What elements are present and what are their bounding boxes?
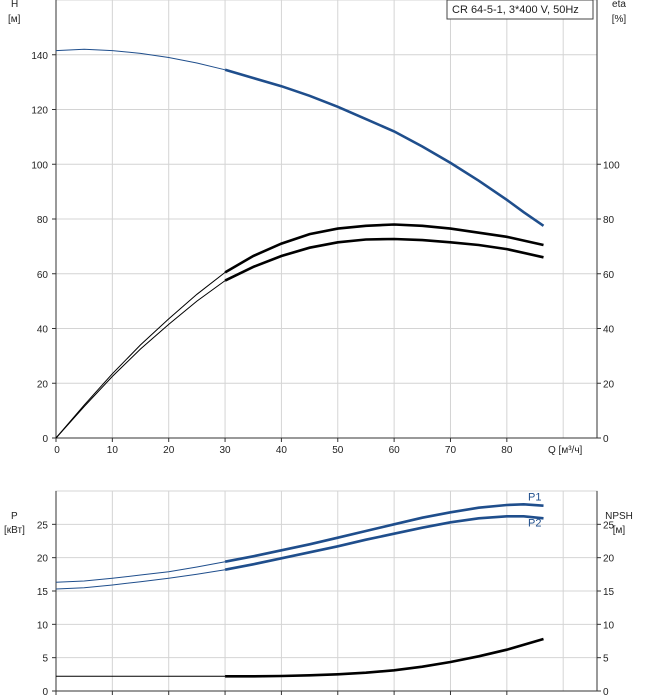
- top-right-axis-title: eta: [612, 0, 626, 10]
- bottom-right-axis-unit: [м]: [613, 525, 626, 536]
- top-left-tick-label: 20: [37, 379, 49, 390]
- top-eta-curve-bold: [224, 237, 544, 282]
- top-head-curve-bold: [224, 68, 545, 227]
- bottom-right-tick-label: 25: [603, 520, 615, 531]
- top-right-tick-label: 0: [603, 434, 609, 445]
- top-right-tick-label: 20: [603, 379, 615, 390]
- top-left-tick-label: 0: [42, 434, 48, 445]
- bottom-left-axis-title: P: [11, 511, 18, 522]
- top-head-curve-thin: [55, 48, 226, 71]
- bottom-left-tick-label: 5: [42, 654, 48, 665]
- bottom-chart-curves: [55, 502, 544, 678]
- top-left-axis-unit: [м]: [8, 14, 21, 25]
- top-right-tick-label: 80: [603, 215, 615, 226]
- top-x-tick-label: 20: [163, 445, 175, 456]
- bottom-npsh-curve-bold: [225, 637, 544, 678]
- bottom-right-axis-title: NPSH: [605, 511, 633, 522]
- bottom-right-tick-label: 10: [603, 620, 615, 631]
- bottom-p1-curve-thin: [55, 561, 226, 583]
- top-x-tick-label: 50: [332, 445, 344, 456]
- top-x-axis-title: Q [м³/ч]: [548, 445, 583, 456]
- top-left-tick-label: 60: [37, 270, 49, 281]
- top-x-tick-label: 70: [445, 445, 457, 456]
- bottom-left-tick-label: 0: [42, 687, 48, 698]
- top-right-tick-label: 40: [603, 325, 615, 336]
- top-x-tick-label: 60: [389, 445, 401, 456]
- top-left-axis-title: H: [11, 0, 18, 10]
- top-left-tick-label: 80: [37, 215, 49, 226]
- top-x-tick-label: 40: [276, 445, 288, 456]
- top-left-tick-label: 120: [31, 106, 48, 117]
- bottom-right-tick-label: 0: [603, 687, 609, 698]
- top-x-tick-label: 10: [107, 445, 119, 456]
- legend-box-text: CR 64-5-1, 3*400 V, 50Hz: [452, 4, 579, 16]
- legend-box: [446, 0, 594, 20]
- bottom-left-tick-label: 25: [37, 520, 49, 531]
- top-left-tick-label: 100: [31, 160, 48, 171]
- top-right-tick-label: 100: [603, 160, 620, 171]
- bottom-left-axis-unit: [кВт]: [4, 525, 25, 536]
- top-right-axis-unit: [%]: [612, 14, 627, 25]
- bottom-right-tick-label: 5: [603, 654, 609, 665]
- bottom-right-tick-label: 15: [603, 587, 615, 598]
- top-x-tick-label: 80: [501, 445, 513, 456]
- bottom-p1-curve-bold: [224, 502, 544, 563]
- top-x-tick-label: 30: [220, 445, 232, 456]
- top-eta-curve-thin: [55, 280, 226, 439]
- bottom-right-tick-label: 20: [603, 554, 615, 565]
- bottom-p2-curve-bold: [224, 515, 544, 571]
- top-chart-curves: [55, 48, 545, 439]
- bottom-chart-grid: [52, 490, 601, 695]
- top-x-tick-label: 0: [54, 445, 60, 456]
- top-left-tick-label: 40: [37, 325, 49, 336]
- top-left-tick-label: 140: [31, 51, 48, 62]
- bottom-p1-label: P1: [528, 492, 541, 504]
- bottom-p2-curve-thin: [55, 569, 226, 590]
- bottom-left-tick-label: 10: [37, 620, 49, 631]
- top-eta-upper-curve-bold: [224, 223, 544, 274]
- bottom-p2-label: P2: [528, 517, 541, 529]
- bottom-left-tick-label: 15: [37, 587, 49, 598]
- top-eta-upper-curve-thin: [55, 272, 226, 439]
- bottom-left-tick-label: 20: [37, 554, 49, 565]
- top-right-tick-label: 60: [603, 270, 615, 281]
- top-chart-grid: [52, 0, 601, 442]
